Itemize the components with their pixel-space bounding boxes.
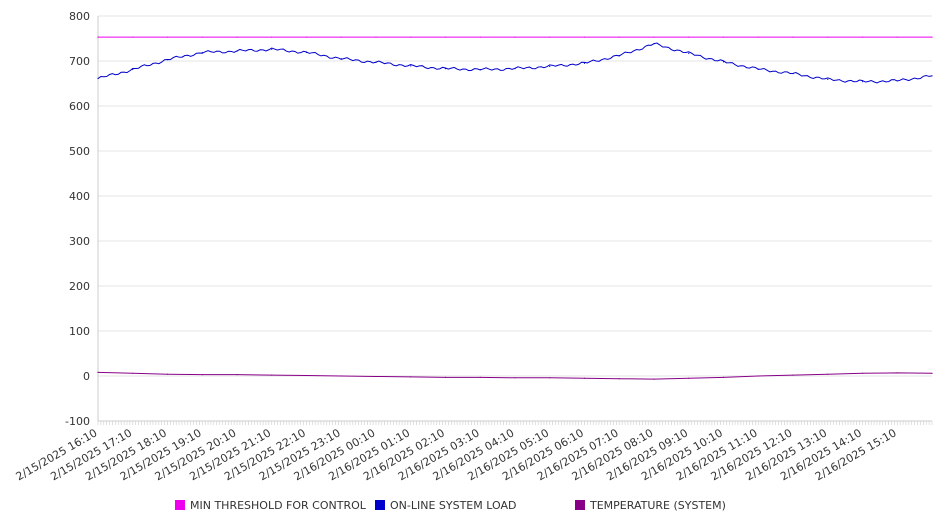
legend-label-temperature: TEMPERATURE (SYSTEM) xyxy=(590,498,726,512)
y-tick-label: 500 xyxy=(69,145,90,158)
data-point-system-load xyxy=(479,68,481,71)
data-point-min-threshold xyxy=(688,36,690,38)
data-point-system-load xyxy=(722,61,725,63)
data-point-min-threshold xyxy=(375,36,377,38)
data-point-min-threshold xyxy=(653,36,655,38)
data-point-temperature xyxy=(340,375,342,377)
data-point-min-threshold xyxy=(305,36,308,38)
data-point-min-threshold xyxy=(444,36,447,38)
y-tick-label: 200 xyxy=(69,280,90,293)
data-point-system-load xyxy=(340,58,342,60)
data-point-min-threshold xyxy=(132,36,134,38)
data-point-temperature xyxy=(618,378,620,380)
data-point-temperature xyxy=(271,374,273,376)
legend-swatch-temperature xyxy=(575,500,585,510)
data-point-temperature xyxy=(583,377,586,379)
data-point-min-threshold xyxy=(410,36,412,38)
data-point-system-load xyxy=(653,43,655,45)
data-point-min-threshold xyxy=(514,36,516,38)
data-point-temperature xyxy=(722,376,725,378)
data-point-min-threshold xyxy=(722,36,725,38)
data-point-temperature xyxy=(896,372,898,374)
data-point-system-load xyxy=(132,68,134,71)
data-point-system-load xyxy=(410,65,412,67)
y-tick-label: 700 xyxy=(69,55,90,68)
data-point-temperature xyxy=(861,372,864,374)
data-point-system-load xyxy=(757,68,759,70)
y-tick-label: 100 xyxy=(69,325,90,338)
data-point-system-load xyxy=(514,68,516,70)
data-point-min-threshold xyxy=(757,36,759,38)
data-point-system-load xyxy=(618,55,620,57)
data-point-temperature xyxy=(444,376,447,378)
data-point-temperature xyxy=(653,378,655,380)
legend-item-min-threshold: MIN THRESHOLD FOR CONTROL xyxy=(175,498,366,512)
y-tick-label: 400 xyxy=(69,190,90,203)
data-point-temperature xyxy=(688,377,690,379)
y-tick-label: 300 xyxy=(69,235,90,248)
data-point-temperature xyxy=(479,376,481,378)
data-point-min-threshold xyxy=(201,36,203,38)
data-point-min-threshold xyxy=(583,36,586,38)
data-point-temperature xyxy=(97,371,99,373)
data-point-temperature xyxy=(757,375,759,377)
data-point-temperature xyxy=(549,377,551,379)
data-point-temperature xyxy=(410,376,412,378)
data-point-temperature xyxy=(201,374,203,376)
y-tick-label: 0 xyxy=(83,370,90,383)
legend-item-system-load: ON-LINE SYSTEM LOAD xyxy=(375,498,516,512)
legend-item-temperature: TEMPERATURE (SYSTEM) xyxy=(575,498,726,512)
data-point-min-threshold xyxy=(271,36,273,38)
data-point-system-load xyxy=(375,61,377,63)
y-tick-label: 600 xyxy=(69,100,90,113)
data-point-system-load xyxy=(166,59,169,61)
data-point-system-load xyxy=(201,51,203,54)
data-point-temperature xyxy=(236,374,238,376)
data-point-temperature xyxy=(132,372,134,374)
legend-label-system-load: ON-LINE SYSTEM LOAD xyxy=(390,498,517,512)
data-point-min-threshold xyxy=(236,36,238,38)
data-point-system-load xyxy=(97,77,99,80)
legend-label-min-threshold: MIN THRESHOLD FOR CONTROL xyxy=(190,498,366,512)
legend-swatch-system-load xyxy=(375,500,385,510)
data-point-min-threshold xyxy=(861,36,864,38)
data-point-temperature xyxy=(305,374,308,377)
data-point-system-load xyxy=(444,68,447,70)
data-point-temperature xyxy=(827,373,829,375)
data-point-temperature xyxy=(792,374,794,376)
data-point-min-threshold xyxy=(827,36,829,38)
data-point-min-threshold xyxy=(479,36,481,38)
data-point-system-load xyxy=(271,48,273,50)
data-point-system-load xyxy=(896,80,898,82)
data-point-min-threshold xyxy=(792,36,794,38)
data-point-system-load xyxy=(827,78,829,81)
data-point-system-load xyxy=(688,52,690,54)
data-point-temperature xyxy=(166,373,169,375)
y-tick-label: 800 xyxy=(69,10,90,23)
data-point-temperature xyxy=(931,372,933,374)
legend-swatch-min-threshold xyxy=(175,500,185,510)
data-point-system-load xyxy=(931,75,933,77)
data-point-min-threshold xyxy=(340,36,342,38)
data-point-temperature xyxy=(514,377,516,379)
data-point-temperature xyxy=(375,375,377,378)
data-point-system-load xyxy=(236,50,238,52)
data-point-min-threshold xyxy=(97,36,99,38)
data-point-system-load xyxy=(792,73,794,75)
data-point-min-threshold xyxy=(166,36,169,38)
data-point-min-threshold xyxy=(896,36,898,38)
data-point-min-threshold xyxy=(931,36,933,38)
data-point-system-load xyxy=(549,65,551,67)
data-point-system-load xyxy=(861,81,864,83)
series-line-system-load xyxy=(97,42,933,84)
y-tick-label: -100 xyxy=(65,415,90,428)
data-point-min-threshold xyxy=(618,36,620,38)
data-point-min-threshold xyxy=(549,36,551,38)
data-point-system-load xyxy=(305,51,308,54)
data-point-system-load xyxy=(583,62,586,64)
